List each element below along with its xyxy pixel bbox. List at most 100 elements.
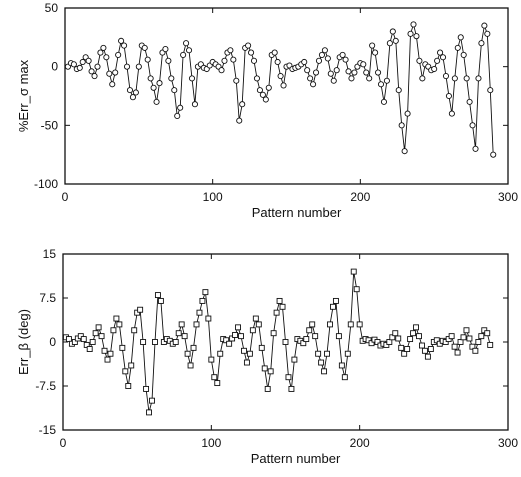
data-point-square xyxy=(457,339,464,345)
data-point-square xyxy=(478,333,485,340)
data-point-square xyxy=(71,339,78,345)
data-point-circle xyxy=(460,51,467,58)
data-point-circle xyxy=(407,30,414,37)
data-point-square xyxy=(193,321,200,328)
data-point-circle xyxy=(487,87,494,94)
data-point-square xyxy=(101,347,108,354)
data-point-circle xyxy=(162,46,169,53)
data-point-circle xyxy=(481,22,488,29)
data-point-square xyxy=(125,383,132,389)
data-point-circle xyxy=(490,151,497,158)
data-point-square xyxy=(217,350,224,357)
x-tick-label: 0 xyxy=(60,436,67,450)
data-point-square xyxy=(258,344,265,351)
data-point-circle xyxy=(144,56,151,63)
data-point-square xyxy=(427,346,434,352)
data-point-square xyxy=(368,340,375,347)
data-point-square xyxy=(327,321,333,328)
data-point-square xyxy=(229,335,236,342)
data-point-circle xyxy=(318,51,325,58)
data-point-circle xyxy=(472,145,479,152)
data-point-circle xyxy=(70,61,77,68)
data-point-circle xyxy=(141,44,148,51)
data-point-square xyxy=(270,330,277,337)
data-point-circle xyxy=(188,75,196,82)
data-point-circle xyxy=(372,49,379,56)
y-tick-label: 0 xyxy=(51,60,58,74)
data-point-square xyxy=(152,339,158,345)
data-point-square xyxy=(157,297,164,304)
data-point-square xyxy=(205,315,212,322)
data-point-square xyxy=(407,336,414,343)
data-point-circle xyxy=(118,37,125,44)
data-point-circle xyxy=(112,69,119,76)
data-point-circle xyxy=(100,44,107,51)
data-point-circle xyxy=(463,75,470,82)
data-point-square xyxy=(238,333,244,340)
x-tick-label: 100 xyxy=(201,436,221,450)
data-point-circle xyxy=(76,64,83,71)
series-line xyxy=(65,271,491,413)
data-point-circle xyxy=(419,75,426,82)
data-point-circle xyxy=(236,117,243,124)
data-point-square xyxy=(184,350,191,357)
data-point-circle xyxy=(121,42,128,49)
data-point-square xyxy=(386,339,393,345)
y-tick-label: -15 xyxy=(39,423,57,437)
data-point-circle xyxy=(312,69,320,76)
data-point-circle xyxy=(442,73,450,80)
data-point-circle xyxy=(271,49,278,56)
data-point-square xyxy=(463,327,470,334)
data-point-circle xyxy=(454,44,461,51)
data-point-square xyxy=(89,339,96,345)
data-point-square xyxy=(288,385,295,392)
data-point-circle xyxy=(437,49,444,56)
data-point-square xyxy=(98,333,105,340)
data-point-circle xyxy=(380,98,388,105)
data-point-circle xyxy=(185,47,193,54)
data-point-square xyxy=(335,333,342,340)
y-tick-label: -100 xyxy=(34,177,58,191)
data-point-circle xyxy=(233,77,240,84)
data-point-circle xyxy=(153,98,160,105)
data-point-square xyxy=(241,347,247,354)
data-point-circle xyxy=(401,148,408,155)
y-axis-title: %Err_σ max xyxy=(16,59,31,132)
data-point-square xyxy=(175,330,182,337)
data-point-square xyxy=(146,409,152,416)
data-point-circle xyxy=(253,75,261,82)
data-point-square xyxy=(389,334,396,341)
data-point-square xyxy=(232,332,239,338)
data-point-circle xyxy=(330,77,337,84)
data-point-square xyxy=(95,324,102,331)
y-axis-title: Err_β (deg) xyxy=(16,309,31,375)
y-tick-label: -50 xyxy=(41,118,59,132)
data-point-square xyxy=(356,321,363,328)
panel-top-sigma-error: 50 0 -50 -100 0 100 200 300 Pattern number %Err_σ… xyxy=(16,1,518,220)
data-point-square xyxy=(255,321,262,328)
data-point-square xyxy=(181,333,188,340)
data-point-square xyxy=(104,356,111,363)
y-tick-label: 15 xyxy=(43,247,57,261)
data-point-circle xyxy=(248,49,255,56)
data-point-square xyxy=(119,344,126,351)
y-tick-label: 7.5 xyxy=(39,291,56,305)
data-point-circle xyxy=(221,57,228,64)
data-point-square xyxy=(107,350,114,357)
data-point-circle xyxy=(451,75,458,82)
data-point-square xyxy=(309,321,316,328)
data-point-circle xyxy=(191,101,198,108)
data-point-square xyxy=(321,368,328,375)
data-point-square xyxy=(484,330,491,337)
data-point-square xyxy=(341,374,348,381)
data-point-square xyxy=(273,309,280,316)
data-point-circle xyxy=(478,40,485,47)
data-point-square xyxy=(113,315,120,322)
data-point-square xyxy=(315,350,322,357)
data-point-square xyxy=(330,303,336,310)
data-point-square xyxy=(226,340,233,347)
data-point-square xyxy=(246,350,253,357)
data-point-circle xyxy=(168,75,175,82)
x-tick-label: 200 xyxy=(350,436,370,450)
